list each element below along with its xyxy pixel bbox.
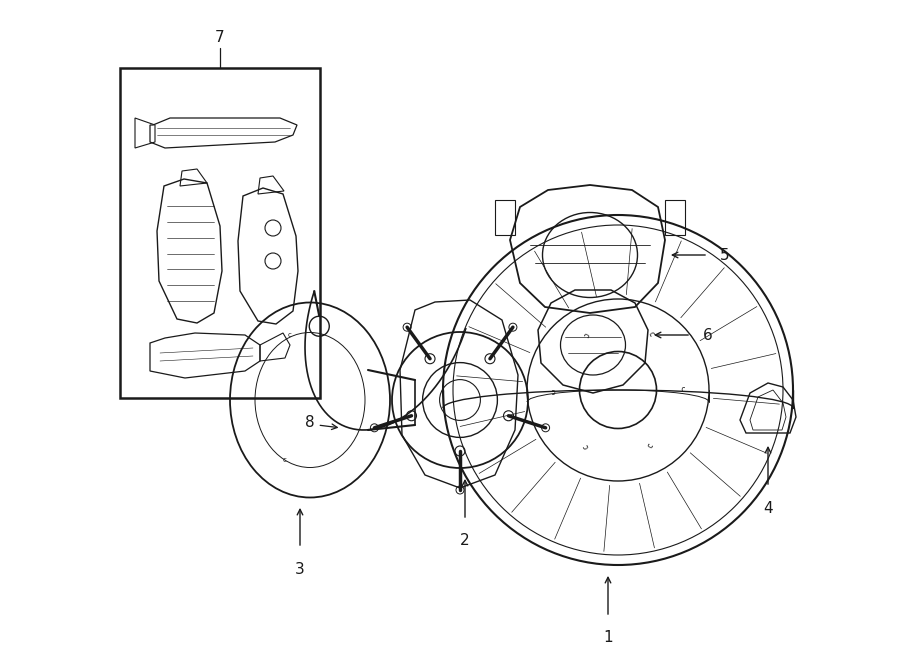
Text: c: c — [580, 442, 590, 450]
Text: 6: 6 — [703, 327, 713, 342]
Text: c: c — [680, 385, 685, 395]
Text: c: c — [551, 385, 555, 395]
Text: 7: 7 — [215, 30, 225, 46]
Text: 3: 3 — [295, 562, 305, 577]
Text: 4: 4 — [763, 501, 773, 516]
Text: c: c — [645, 330, 655, 338]
Text: c: c — [645, 442, 655, 450]
Text: 8: 8 — [305, 416, 314, 430]
Text: c: c — [284, 457, 287, 463]
Bar — [120, 68, 320, 398]
Text: c: c — [580, 330, 590, 338]
Text: 2: 2 — [460, 533, 470, 548]
Text: 5: 5 — [720, 247, 730, 262]
Text: c: c — [288, 332, 292, 338]
Text: 1: 1 — [603, 630, 613, 645]
